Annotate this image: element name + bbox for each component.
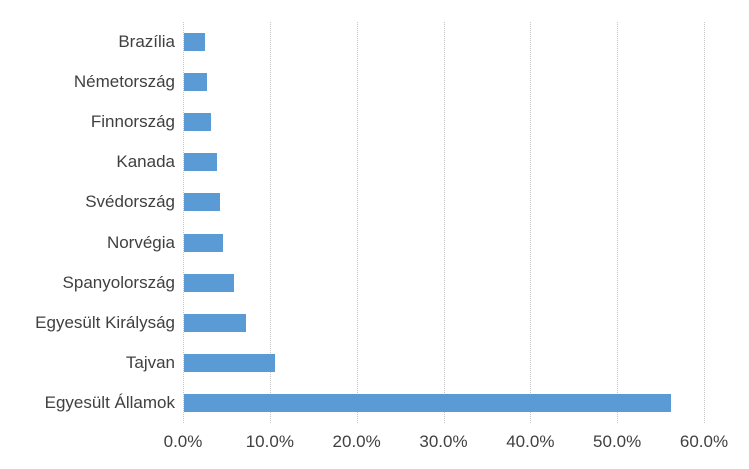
x-tick-label: 0.0% [163, 432, 203, 451]
category-label: Svédország [85, 192, 175, 212]
category-label: Spanyolország [62, 272, 175, 292]
category-label: Németország [73, 72, 175, 92]
gridline [269, 22, 271, 423]
bar [184, 273, 235, 292]
x-tick-label: 50.0% [593, 432, 642, 451]
gridline [183, 22, 184, 423]
bar [184, 113, 211, 132]
bar [184, 353, 276, 372]
x-tick-label: 40.0% [506, 432, 555, 451]
category-label: Norvégia [106, 232, 175, 252]
gridline [704, 22, 705, 423]
bar [184, 393, 672, 412]
bar [184, 313, 246, 332]
gridline [356, 22, 358, 423]
x-tick-label: 10.0% [245, 432, 294, 451]
bar [184, 193, 220, 212]
gridline [530, 22, 532, 423]
category-label: Egyesült Királyság [35, 312, 175, 332]
bar [184, 73, 208, 92]
x-tick-label: 30.0% [419, 432, 468, 451]
gridline [617, 22, 619, 423]
gridline [443, 22, 445, 423]
bar [184, 153, 217, 172]
x-tick-label: 60.0% [679, 432, 729, 451]
category-label: Kanada [116, 152, 175, 172]
category-label: Finnország [90, 112, 175, 132]
x-tick-label: 20.0% [332, 432, 381, 451]
category-label: Tajvan [125, 352, 175, 372]
category-label: Egyesült Államok [44, 392, 175, 412]
bar [184, 233, 224, 252]
bar [184, 33, 205, 52]
category-label: Brazília [118, 32, 175, 52]
